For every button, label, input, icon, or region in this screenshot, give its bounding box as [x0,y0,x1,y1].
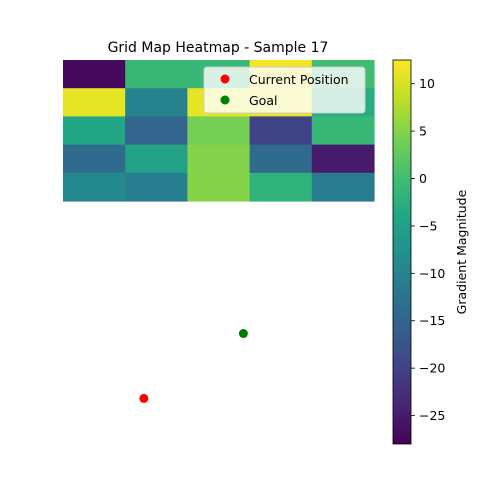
marker-goal [238,329,248,339]
heatmap-cell-r2-c0 [63,116,126,146]
chart-title: Grid Map Heatmap - Sample 17 [108,40,329,56]
heatmap-cell-r3-c1 [125,144,188,174]
colorbar: 10 5 0 −5 −10 −15 −20 −25 Gradient Magnitude [392,59,469,445]
legend-marker-goal [220,95,230,105]
legend-box [203,66,366,114]
colorbar-tick-label: −25 [419,408,445,423]
heatmap-cell-r4-c1 [125,172,188,202]
legend-marker-current-position [220,74,230,84]
heatmap-cell-r3-c0 [63,144,126,174]
heatmap-cell-r0-c0 [63,60,126,89]
colorbar-tick-label: −5 [419,218,437,233]
heatmap-cell-r2-c1 [125,116,188,146]
heatmap-cell-r2-c3 [249,116,313,146]
position-markers [139,329,248,403]
heatmap-cell-r1-c1 [125,88,188,117]
colorbar-tick-label: −15 [419,313,445,328]
colorbar-tick-label: −10 [419,266,445,281]
heatmap-cell-r3-c4 [311,144,375,174]
colorbar-gradient [392,59,412,445]
legend: Current Position Goal [203,66,366,114]
heatmap-cell-r2-c2 [187,116,251,146]
colorbar-tick-label: 5 [419,124,427,139]
colorbar-label: Gradient Magnitude [454,189,469,314]
heatmap-cell-r4-c4 [311,172,375,202]
heatmap-cell-r3-c2 [187,144,251,174]
heatmap-cell-r3-c3 [249,144,313,174]
heatmap-cell-r0-c1 [125,60,188,89]
heatmap-cell-r2-c4 [311,116,375,146]
colorbar-ticks: 10 5 0 −5 −10 −15 −20 −25 [411,76,445,423]
heatmap-cell-r4-c2 [187,172,251,202]
heatmap-cell-r1-c0 [63,88,126,117]
legend-label-goal: Goal [249,93,277,108]
colorbar-tick-label: 0 [419,171,427,186]
legend-label-current-position: Current Position [249,72,349,87]
heatmap-cell-r4-c0 [63,172,126,202]
colorbar-tick-label: 10 [419,76,435,91]
marker-current-position [139,393,149,403]
heatmap-cell-r4-c3 [249,172,313,202]
colorbar-tick-label: −20 [419,361,445,376]
